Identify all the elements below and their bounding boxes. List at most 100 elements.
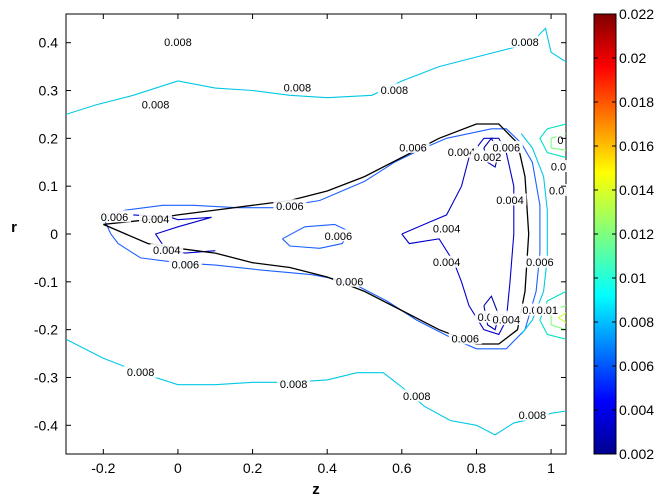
contour-label-bg bbox=[139, 212, 173, 225]
contour-label-bg bbox=[546, 183, 567, 196]
contour-label-bg bbox=[489, 313, 523, 326]
contour-label-bg bbox=[533, 303, 561, 316]
contour-label-bg bbox=[515, 408, 549, 421]
contour-labels-group: 0.008 0.008 0.008 0.008 0.008 0.006 0.004 0.004… bbox=[98, 35, 569, 422]
contour-label: 0.008 bbox=[511, 37, 539, 49]
contour-label: 0.004 bbox=[433, 257, 461, 269]
contour-label: 0.008 bbox=[127, 367, 155, 379]
contour-label: 0.008 bbox=[164, 37, 192, 49]
contour-label-bg bbox=[139, 97, 173, 110]
contour-label-bg bbox=[556, 133, 565, 146]
contour-label: 0.006 bbox=[451, 334, 479, 346]
colorbar-tick-label: 0.002 bbox=[619, 446, 654, 462]
contour-label: 0.008 bbox=[519, 410, 547, 422]
x-tick-label: 0 bbox=[174, 460, 182, 476]
contour-label: 0.01 bbox=[537, 305, 558, 317]
contour-line bbox=[66, 338, 566, 436]
colorbar-tick-label: 0.018 bbox=[619, 94, 654, 110]
contour-label-bg bbox=[98, 210, 132, 223]
y-tick-label: -0.2 bbox=[34, 322, 58, 338]
x-tick-label: 0.6 bbox=[392, 460, 412, 476]
x-tick-label: 0.4 bbox=[317, 460, 337, 476]
contour-label-bg bbox=[161, 35, 195, 48]
contour-label-bg bbox=[396, 140, 430, 153]
contour-label: 0.008 bbox=[280, 379, 308, 391]
colorbar-tick-label: 0.02 bbox=[619, 50, 646, 66]
contour-label: 0.006 bbox=[325, 231, 353, 243]
contour-label-bg bbox=[124, 365, 158, 378]
contour-label: 0.004 bbox=[142, 214, 170, 226]
y-tick-label: -0.3 bbox=[34, 369, 58, 385]
contour-label: 0.006 bbox=[172, 260, 200, 272]
colorbar-ticks: 0.022 0.02 0.018 0.016 0.014 0.012 0.01 0.008 0.… bbox=[594, 6, 654, 462]
contour-line bbox=[557, 312, 566, 323]
contour-label-bg bbox=[489, 140, 523, 153]
contour-label-bg bbox=[400, 389, 434, 402]
contour-label: 0.004 bbox=[433, 224, 461, 236]
contour-label-bg bbox=[448, 332, 482, 345]
contour-label: 0.008 bbox=[142, 99, 170, 111]
contour-label: 0.0 bbox=[551, 162, 566, 174]
contour-label-bg bbox=[471, 150, 505, 163]
contour-label: 0.004 bbox=[496, 195, 524, 207]
contour-label-bg bbox=[321, 229, 355, 242]
contour-label-bg bbox=[430, 255, 464, 268]
contour-label: 0.006 bbox=[336, 276, 364, 288]
contour-line bbox=[539, 123, 566, 159]
y-tick-label: 0 bbox=[50, 226, 58, 242]
contour-label: 0.008 bbox=[403, 391, 431, 403]
colorbar-tick-label: 0.006 bbox=[619, 358, 654, 374]
contour-label-bg bbox=[548, 160, 569, 173]
y-tick-label: 0.1 bbox=[39, 178, 59, 194]
y-tick-label: -0.1 bbox=[34, 274, 58, 290]
contour-label-bg bbox=[508, 35, 542, 48]
contour-label: 0.006 bbox=[399, 142, 427, 154]
y-tick-label: 0.4 bbox=[39, 35, 59, 51]
contour-label: 0.008 bbox=[381, 85, 409, 97]
contour-label: 0.0 bbox=[549, 185, 564, 197]
contour-label: 0.004 bbox=[448, 147, 476, 159]
colorbar-tick-label: 0.014 bbox=[619, 182, 654, 198]
contour-line bbox=[539, 290, 566, 340]
contour-label-bg bbox=[273, 199, 307, 212]
x-axis-ticks: -0.2 0 0.2 0.4 0.6 0.8 1 bbox=[91, 14, 555, 476]
contour-label: 0.004 bbox=[493, 315, 521, 327]
contour-line bbox=[401, 137, 515, 336]
contour-line bbox=[66, 27, 566, 115]
contour-label-bg bbox=[523, 255, 557, 268]
contour-label: 0.006 bbox=[101, 212, 129, 224]
contour-label: 0.006 bbox=[493, 142, 521, 154]
colorbar-tick-label: 0.012 bbox=[619, 226, 654, 242]
colorbar-tick-label: 0.004 bbox=[619, 402, 654, 418]
contour-label-bg bbox=[333, 274, 367, 287]
contour-label: 0.002 bbox=[474, 152, 502, 164]
y-axis-label: r bbox=[11, 219, 17, 236]
colorbar-tick-label: 0.01 bbox=[619, 270, 646, 286]
contour-label-bg bbox=[430, 222, 464, 235]
contour-label: 0 bbox=[557, 135, 563, 147]
x-tick-label: 0.2 bbox=[243, 460, 263, 476]
y-axis-ticks: 0.4 0.3 0.2 0.1 0 -0.1 -0.2 -0.3 -0.4 bbox=[34, 35, 566, 433]
y-tick-label: 0.2 bbox=[39, 130, 59, 146]
x-axis-label: z bbox=[312, 481, 320, 498]
contour-label: 0.006 bbox=[276, 201, 304, 213]
contour-label-bg bbox=[280, 81, 314, 94]
contour-label: 0.004 bbox=[153, 245, 181, 257]
x-tick-label: 0.8 bbox=[467, 460, 487, 476]
contour-label: 0.008 bbox=[284, 83, 312, 95]
contour-label-bg bbox=[168, 258, 202, 271]
colorbar-tick-label: 0.008 bbox=[619, 314, 654, 330]
contour-label: 0.006 bbox=[526, 257, 554, 269]
contour-label-bg bbox=[445, 145, 479, 158]
plot-area bbox=[65, 13, 567, 455]
y-tick-label: -0.4 bbox=[34, 417, 58, 433]
contour-label-bg bbox=[377, 83, 411, 96]
colorbar-tick-label: 0.016 bbox=[619, 138, 654, 154]
x-tick-label: 1 bbox=[547, 460, 555, 476]
contour-label-bg bbox=[493, 193, 527, 206]
colorbar-tick-label: 0.022 bbox=[619, 6, 654, 22]
x-tick-label: -0.2 bbox=[91, 460, 115, 476]
contour-label-bg bbox=[277, 377, 311, 390]
contour-label-bg bbox=[150, 243, 184, 256]
